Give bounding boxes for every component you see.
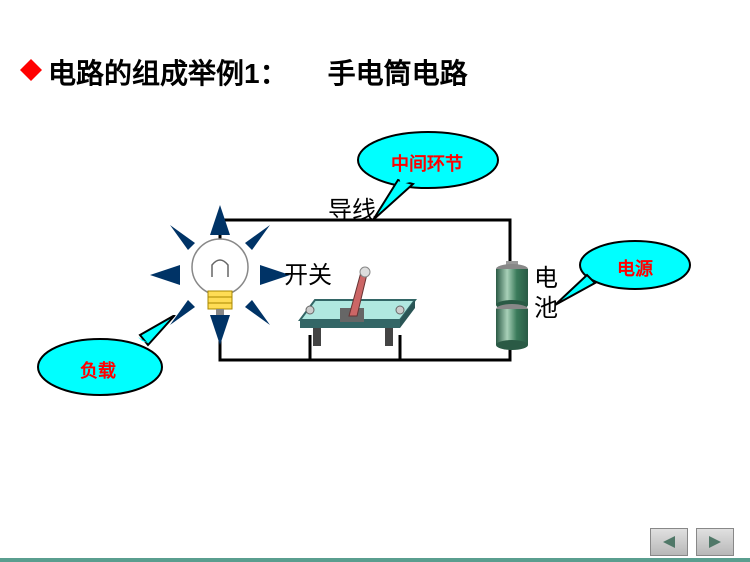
label-switch: 开关 bbox=[284, 255, 332, 290]
callout-load: 负载 bbox=[30, 315, 180, 415]
prev-button[interactable] bbox=[650, 528, 688, 556]
slide-title: 电路的组成举例1： 手电筒电路 bbox=[20, 52, 468, 92]
callout-middle-link-label: 中间环节 bbox=[391, 150, 463, 176]
footer-accent bbox=[0, 558, 750, 562]
battery-icon bbox=[492, 235, 532, 355]
next-button[interactable] bbox=[696, 528, 734, 556]
label-battery-2: 池 bbox=[534, 288, 558, 323]
callout-power-source: 电源 bbox=[555, 235, 695, 315]
next-icon bbox=[705, 534, 725, 550]
label-wire: 导线 bbox=[328, 190, 376, 225]
title-part2: 手电筒电路 bbox=[328, 52, 468, 92]
prev-icon bbox=[659, 534, 679, 550]
nav-buttons bbox=[650, 528, 734, 556]
title-part1: 电路的组成举例1： bbox=[48, 52, 288, 92]
bullet-diamond-icon bbox=[20, 59, 42, 86]
circuit-diagram: 中间环节 电源 负载 导线 开关 电 池 bbox=[0, 120, 750, 520]
callout-power-source-label: 电源 bbox=[617, 255, 653, 281]
callout-load-label: 负载 bbox=[80, 357, 116, 383]
